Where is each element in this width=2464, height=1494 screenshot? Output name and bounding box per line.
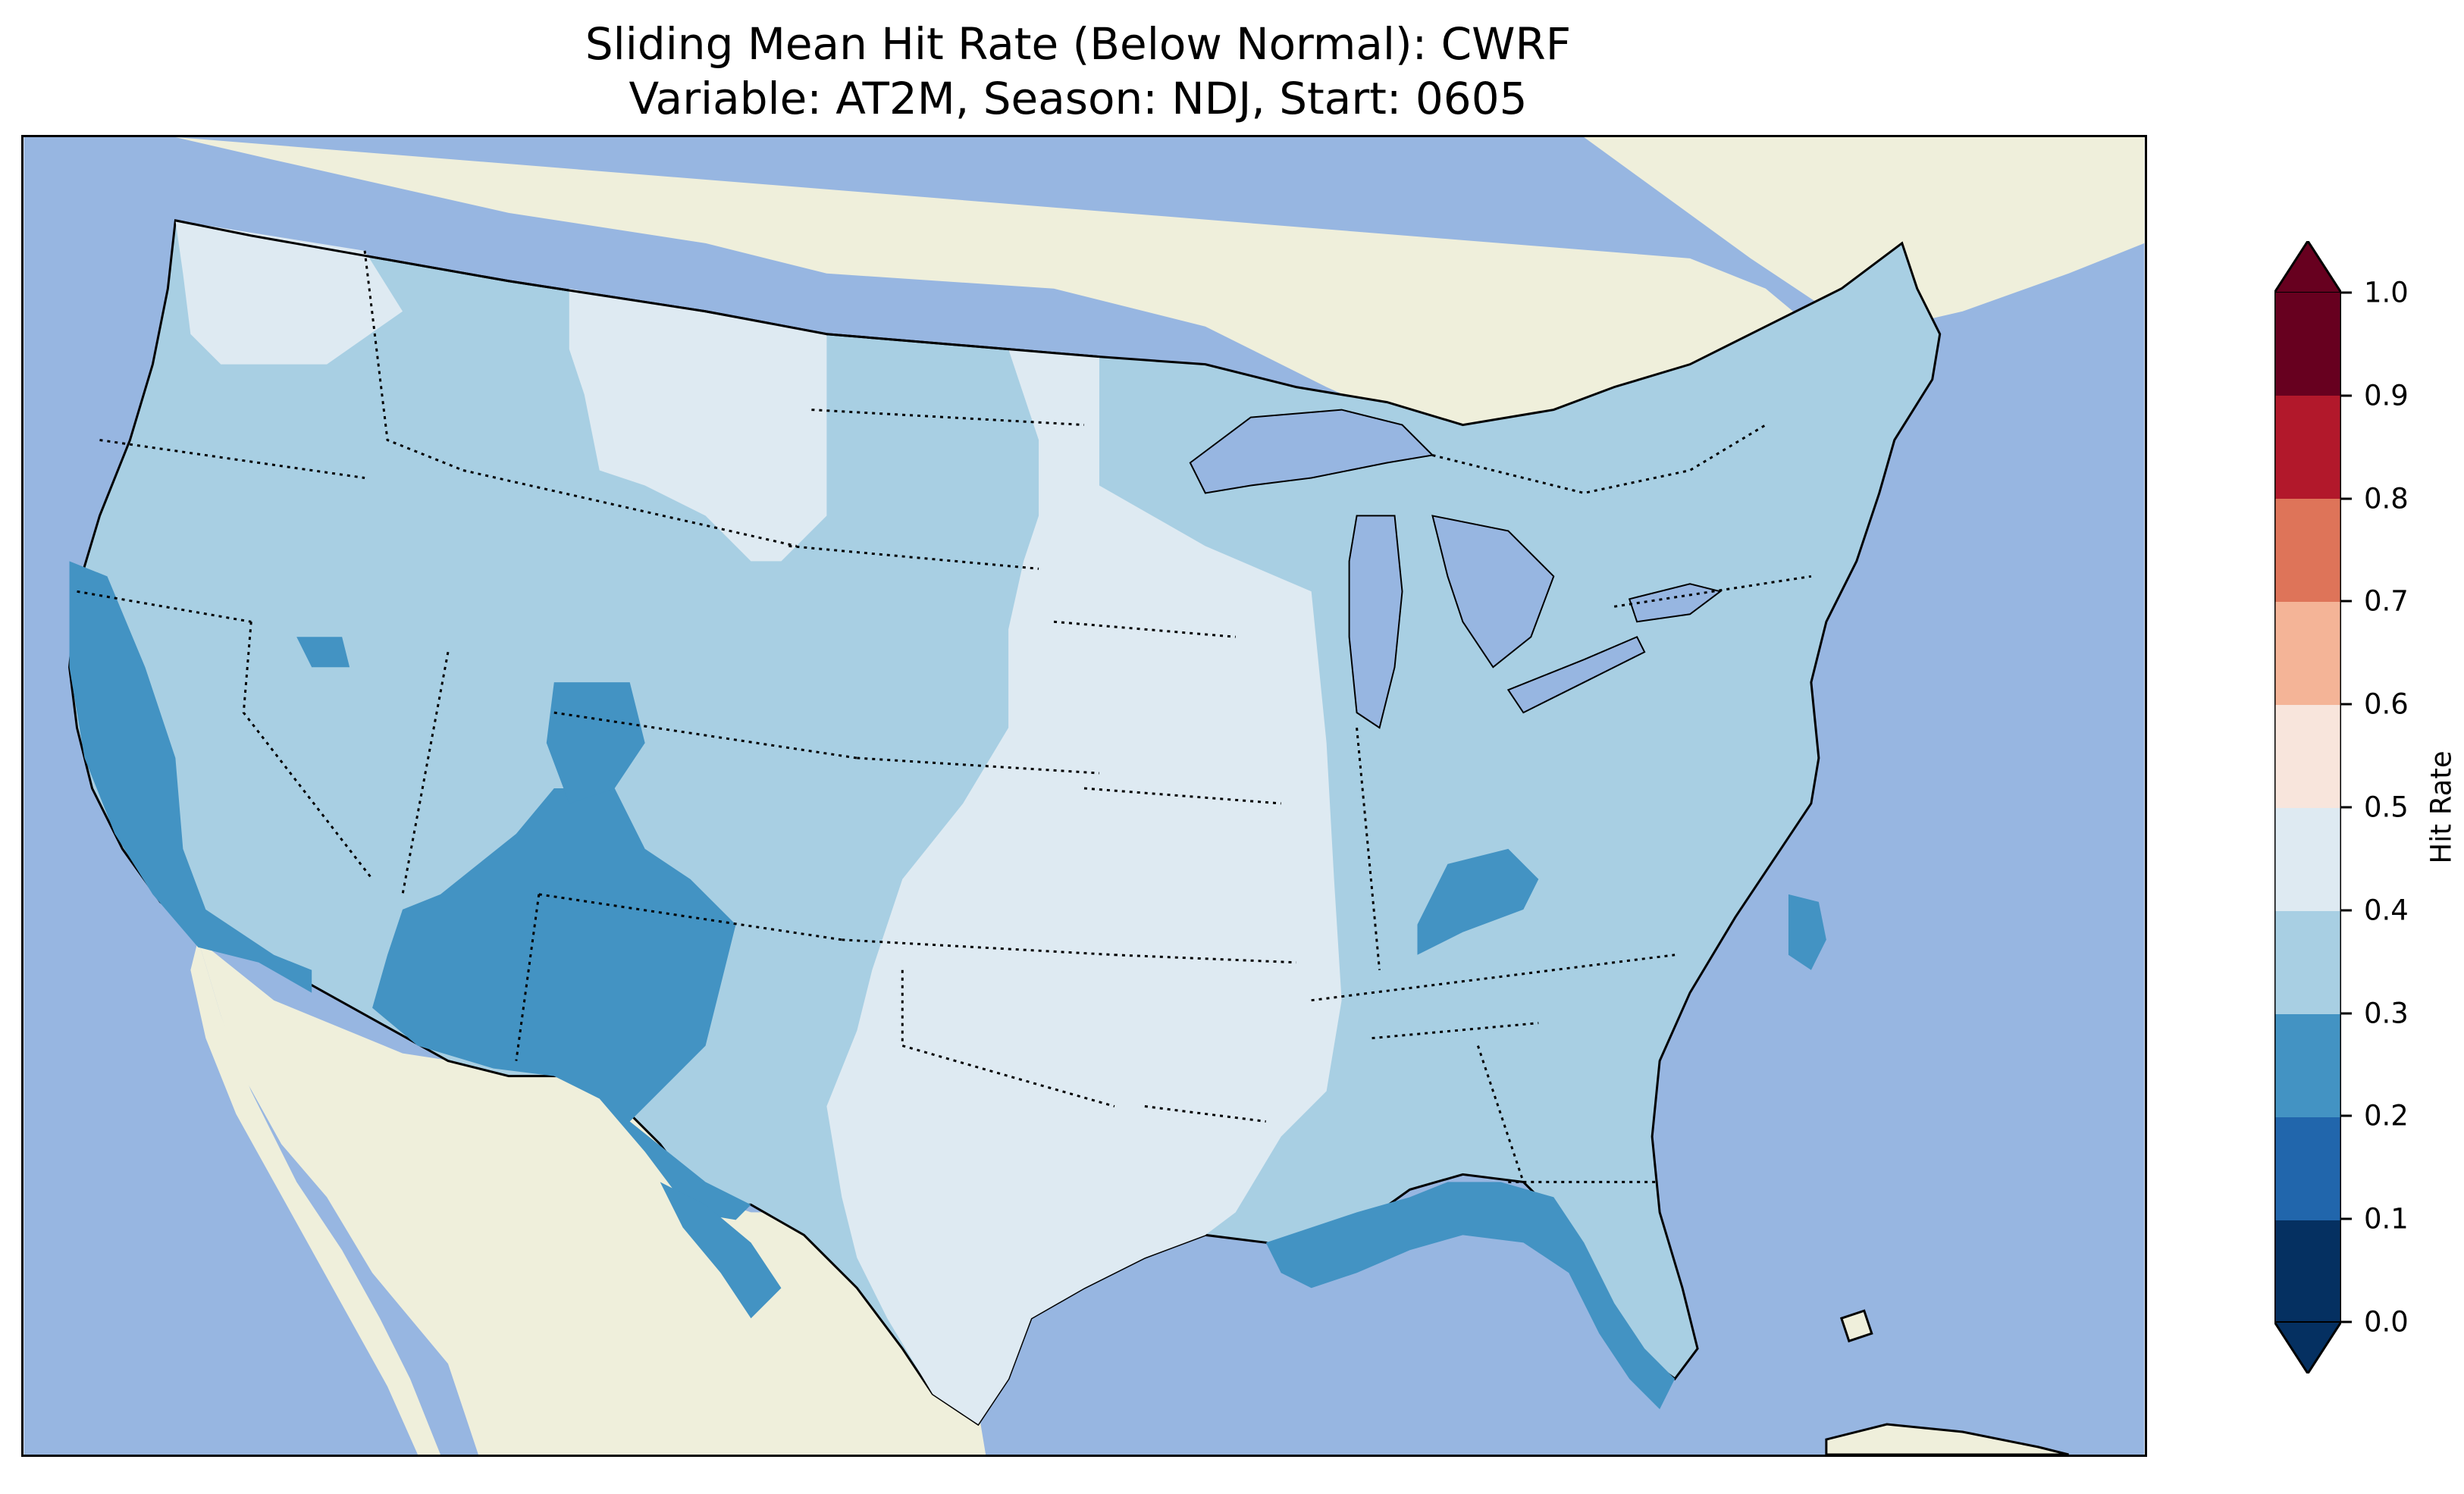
border-ne-ks (857, 756, 1100, 775)
border-nd-sd (811, 409, 1085, 427)
state-borders (77, 250, 1812, 1183)
colorbar-tick-label: 0.8 (2364, 482, 2409, 515)
title-line-1: Sliding Mean Hit Rate (Below Normal): CW… (585, 18, 1572, 70)
title-line-2: Variable: AT2M, Season: NDJ, Start: 0605 (629, 73, 1528, 124)
colorbar-tick-label: 0.4 (2364, 894, 2409, 927)
colorbar-tick-label: 0.0 (2364, 1305, 2409, 1339)
border-az-nm (515, 894, 541, 1061)
colorbar-tick-label: 0.6 (2364, 687, 2409, 721)
border-ky-tn (1311, 954, 1676, 1002)
border-tn-al (1372, 1022, 1539, 1040)
lake-superior (1189, 409, 1434, 494)
region-0.2-0.3-utah (546, 682, 645, 803)
region-0.2-0.3-texas-border (660, 1182, 782, 1319)
border-ks-ok (842, 938, 1115, 957)
mexico-land (198, 939, 986, 1455)
border-nv-ut (401, 651, 450, 895)
border-co-nm (538, 893, 842, 941)
border-ar-la (1144, 1105, 1266, 1123)
region-0.2-0.3-idaho (296, 637, 350, 668)
border-mo-ar (1114, 954, 1296, 964)
us-canada-border (175, 219, 1100, 359)
colorbar-tick-mark (2341, 806, 2352, 809)
lake-huron (1431, 515, 1555, 669)
border-wy-co (553, 711, 857, 760)
border-us-canada-east (1432, 424, 1766, 494)
cbar-band-0.0-0.1 (2274, 1220, 2341, 1322)
chart-title: Sliding Mean Hit Rate (Below Normal): CW… (0, 17, 2156, 126)
border-al-ga (1476, 1045, 1525, 1182)
cbar-band-0.2-0.3 (2274, 1014, 2341, 1117)
cuba-island (1825, 1423, 2069, 1455)
lake-erie (1506, 635, 1646, 714)
border-id-mt (363, 250, 464, 471)
baja-peninsula (190, 939, 440, 1455)
cbar-extend-bottom (2274, 1321, 2341, 1373)
colorbar-tick-label: 0.2 (2364, 1099, 2409, 1132)
colorbar-tick-label: 1.0 (2364, 276, 2409, 309)
colorbar-label: Hit Rate (2425, 750, 2458, 864)
colorbar (2274, 241, 2341, 1373)
colorbar-tick-label: 0.3 (2364, 997, 2409, 1030)
colorbar-tick-mark (2341, 1012, 2352, 1015)
region-0.2-0.3-california (69, 561, 312, 993)
cbar-band-0.3-0.4 (2274, 911, 2341, 1014)
border-ca-nv (242, 622, 374, 880)
map-panel (21, 135, 2147, 1457)
colorbar-tick-mark (2341, 291, 2352, 294)
map-svg (24, 137, 2145, 1455)
colorbar-tick-mark (2341, 909, 2352, 912)
border-il-in (1356, 727, 1381, 970)
region-0.2-0.3-kentucky (1417, 848, 1539, 955)
colorbar-tick-mark (2341, 394, 2352, 397)
colorbar-tick-label: 0.9 (2364, 379, 2409, 412)
cbar-band-0.7-0.8 (2274, 499, 2341, 602)
border-pa-ny (1613, 575, 1812, 608)
colorbar-tick-mark (2341, 1217, 2352, 1220)
region-0.4-0.5-montana (569, 288, 827, 562)
colorbar-tick-mark (2341, 1320, 2352, 1323)
cbar-extend-top (2274, 241, 2341, 293)
region-0.4-0.5-north (175, 220, 403, 365)
cbar-band-0.5-0.6 (2274, 705, 2341, 808)
region-0.4-0.5-central (826, 349, 1342, 1425)
cbar-band-0.6-0.7 (2274, 602, 2341, 705)
cbar-band-0.1-0.2 (2274, 1117, 2341, 1220)
border-ia-mo (1083, 787, 1281, 805)
colorbar-tick-mark (2341, 703, 2352, 706)
colorbar-tick-mark (2341, 600, 2352, 603)
lake-michigan (1348, 515, 1403, 729)
cbar-band-0.8-0.9 (2274, 396, 2341, 499)
bahamas-island (1839, 1309, 1873, 1343)
border-ok-tx (901, 969, 1115, 1107)
colorbar-tick-label: 0.5 (2364, 791, 2409, 824)
cbar-band-0.9-1.0 (2274, 293, 2341, 396)
colorbar-tick-label: 0.1 (2364, 1202, 2409, 1236)
region-0.2-0.3-nc-coast (1788, 894, 1826, 970)
region-0.2-0.3-southwest (372, 788, 751, 1220)
colorbar-tick-mark (2341, 497, 2352, 500)
region-0.2-0.3-gulf (1265, 1182, 1676, 1410)
cbar-band-0.4-0.5 (2274, 808, 2341, 911)
colorbar-tick-label: 0.7 (2364, 584, 2409, 618)
colorbar-tick-mark (2341, 1114, 2352, 1117)
border-mn-ia (1053, 620, 1236, 638)
